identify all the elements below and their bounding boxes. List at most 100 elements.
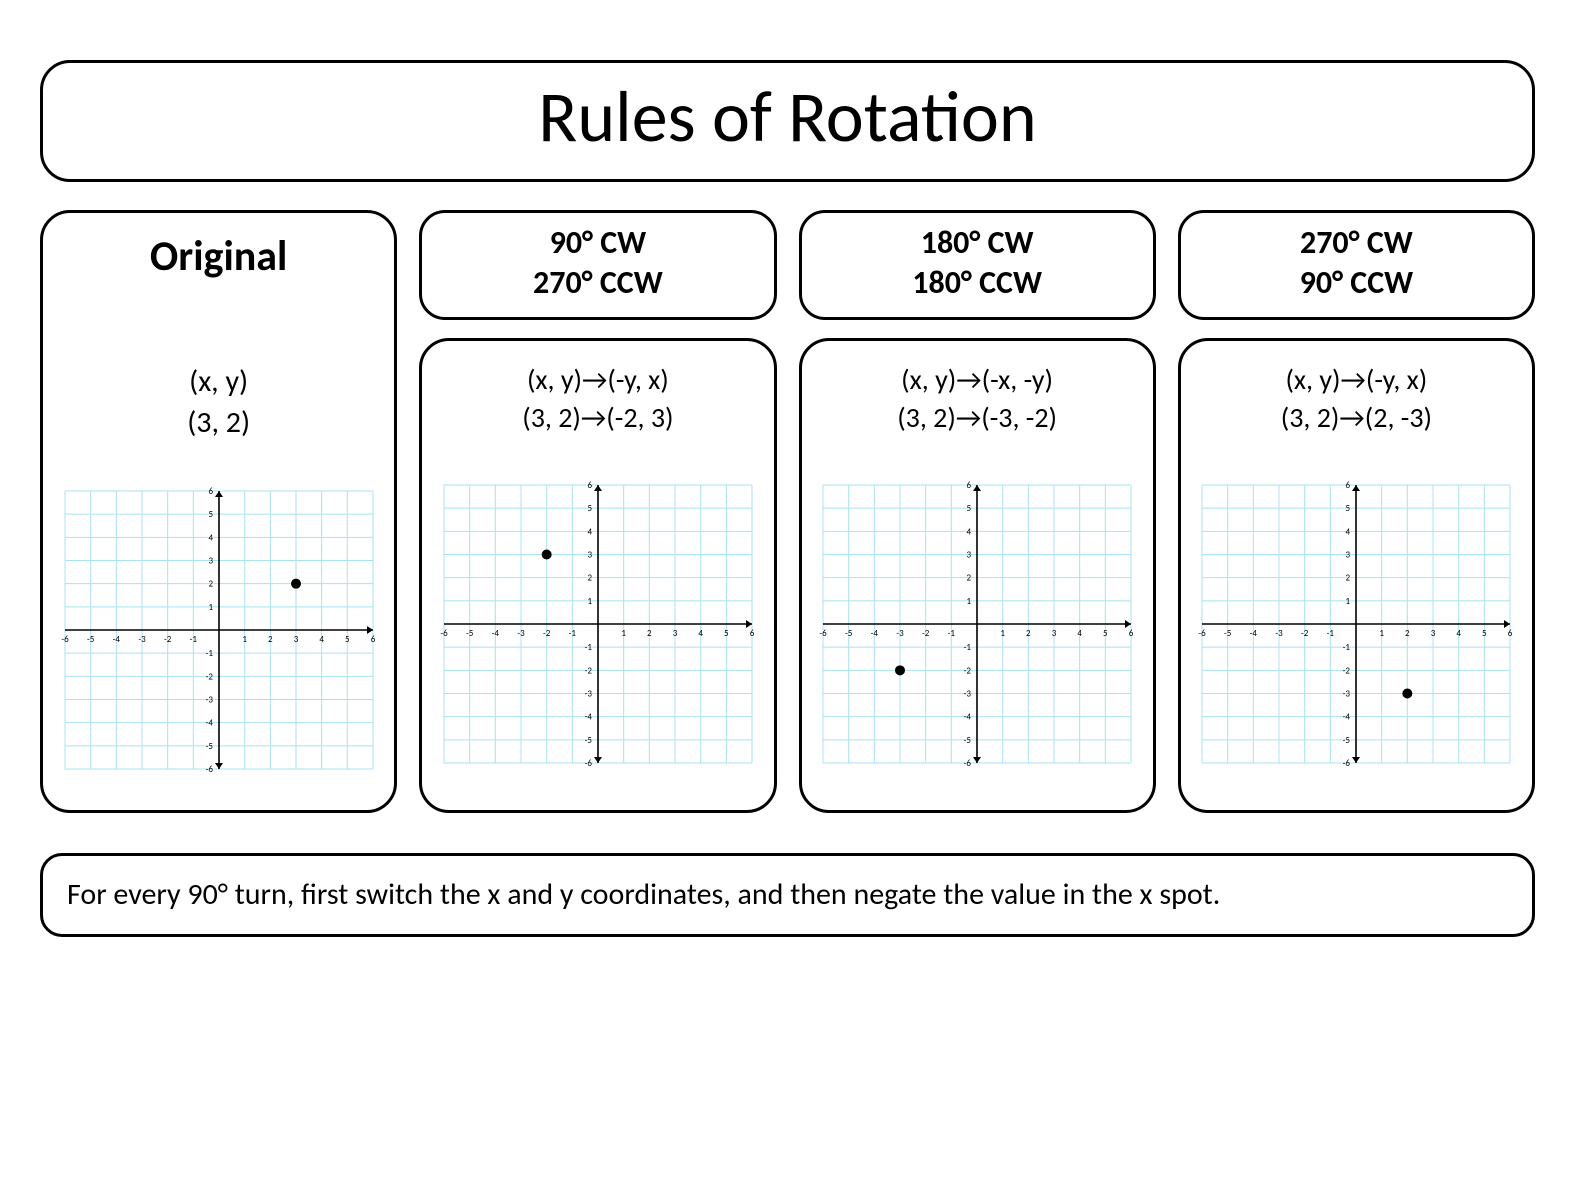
panel-rot90cw: 90° CW270° CCW (x, y)→(-y, x)(3, 2)→(-2,… xyxy=(419,210,776,813)
svg-text:-6: -6 xyxy=(61,634,69,645)
svg-text:6: 6 xyxy=(750,628,755,639)
svg-text:-2: -2 xyxy=(543,628,551,639)
svg-text:3: 3 xyxy=(1346,549,1351,560)
svg-text:6: 6 xyxy=(1346,480,1351,491)
svg-text:6: 6 xyxy=(1129,628,1134,639)
svg-text:-2: -2 xyxy=(585,665,593,676)
svg-text:3: 3 xyxy=(1052,628,1057,639)
svg-text:-1: -1 xyxy=(1343,642,1351,653)
rotation-rule: (x, y)→(-y, x)(3, 2)→(2, -3) xyxy=(1281,361,1432,437)
svg-text:4: 4 xyxy=(319,634,324,645)
svg-text:-5: -5 xyxy=(1343,734,1351,745)
svg-text:1: 1 xyxy=(587,595,592,606)
svg-text:5: 5 xyxy=(345,634,350,645)
svg-text:-5: -5 xyxy=(964,734,972,745)
svg-text:5: 5 xyxy=(1346,503,1351,514)
svg-text:-5: -5 xyxy=(1224,628,1232,639)
svg-text:-5: -5 xyxy=(845,628,853,639)
svg-text:-3: -3 xyxy=(1276,628,1284,639)
svg-text:2: 2 xyxy=(967,572,972,583)
page-title: Rules of Rotation xyxy=(40,60,1535,182)
svg-text:-3: -3 xyxy=(205,695,213,706)
svg-text:-6: -6 xyxy=(205,764,213,775)
rotation-header: 180° CW180° CCW xyxy=(799,210,1156,320)
svg-text:5: 5 xyxy=(967,503,972,514)
svg-text:3: 3 xyxy=(208,556,213,567)
svg-text:-6: -6 xyxy=(1343,758,1351,769)
svg-text:-4: -4 xyxy=(205,718,213,729)
svg-text:2: 2 xyxy=(647,628,652,639)
svg-text:1: 1 xyxy=(1001,628,1006,639)
panel-original: Original (x, y)(3, 2) -6-5-4-3-2-1123456… xyxy=(40,210,397,813)
svg-text:-6: -6 xyxy=(585,758,593,769)
svg-text:-2: -2 xyxy=(205,671,213,682)
svg-text:-3: -3 xyxy=(138,634,146,645)
svg-text:-6: -6 xyxy=(964,758,972,769)
rotation-header: 270° CW90° CCW xyxy=(1178,210,1535,320)
svg-text:4: 4 xyxy=(587,526,592,537)
rotation-rule: (x, y)→(-x, -y)(3, 2)→(-3, -2) xyxy=(897,361,1057,437)
svg-text:2: 2 xyxy=(587,572,592,583)
svg-text:3: 3 xyxy=(967,549,972,560)
svg-text:1: 1 xyxy=(208,602,213,613)
svg-text:-3: -3 xyxy=(1343,688,1351,699)
svg-text:4: 4 xyxy=(208,532,213,543)
svg-text:-4: -4 xyxy=(1343,711,1351,722)
svg-text:2: 2 xyxy=(1346,572,1351,583)
svg-text:-2: -2 xyxy=(164,634,172,645)
svg-text:4: 4 xyxy=(1078,628,1083,639)
svg-text:6: 6 xyxy=(370,634,375,645)
panels-row: Original (x, y)(3, 2) -6-5-4-3-2-1123456… xyxy=(40,210,1535,813)
svg-text:-4: -4 xyxy=(964,711,972,722)
svg-text:2: 2 xyxy=(1026,628,1031,639)
svg-text:3: 3 xyxy=(293,634,298,645)
svg-text:-5: -5 xyxy=(87,634,95,645)
svg-text:6: 6 xyxy=(1508,628,1513,639)
svg-text:1: 1 xyxy=(967,595,972,606)
svg-text:-2: -2 xyxy=(922,628,930,639)
svg-text:-5: -5 xyxy=(205,741,213,752)
svg-text:-1: -1 xyxy=(585,642,593,653)
svg-text:-4: -4 xyxy=(112,634,120,645)
svg-text:-6: -6 xyxy=(440,628,448,639)
rotation-rule: (x, y)→(-y, x)(3, 2)→(-2, 3) xyxy=(522,361,673,437)
svg-text:3: 3 xyxy=(587,549,592,560)
svg-text:-1: -1 xyxy=(569,628,577,639)
svg-text:-4: -4 xyxy=(871,628,879,639)
original-coords: (x, y)(3, 2) xyxy=(187,362,250,443)
graph-original: -6-5-4-3-2-1123456-6-5-4-3-2-1123456 xyxy=(59,485,379,780)
svg-text:2: 2 xyxy=(268,634,273,645)
svg-text:-2: -2 xyxy=(1343,665,1351,676)
svg-text:-4: -4 xyxy=(492,628,500,639)
graph-rot270cw: -6-5-4-3-2-1123456-6-5-4-3-2-1123456 xyxy=(1196,479,1516,774)
svg-text:-5: -5 xyxy=(585,734,593,745)
svg-text:-4: -4 xyxy=(585,711,593,722)
svg-text:1: 1 xyxy=(621,628,626,639)
svg-text:-6: -6 xyxy=(819,628,827,639)
svg-text:5: 5 xyxy=(724,628,729,639)
svg-text:3: 3 xyxy=(1431,628,1436,639)
rotation-body: (x, y)→(-y, x)(3, 2)→(2, -3) -6 -5 -4 -3 -2 -… xyxy=(1178,338,1535,813)
svg-text:-3: -3 xyxy=(964,688,972,699)
svg-text:-6: -6 xyxy=(1199,628,1207,639)
svg-text:5: 5 xyxy=(587,503,592,514)
svg-text:6: 6 xyxy=(587,480,592,491)
svg-text:4: 4 xyxy=(1457,628,1462,639)
svg-text:-2: -2 xyxy=(1301,628,1309,639)
svg-text:4: 4 xyxy=(967,526,972,537)
svg-text:4: 4 xyxy=(1346,526,1351,537)
original-box: Original (x, y)(3, 2) -6-5-4-3-2-1123456… xyxy=(40,210,397,813)
svg-text:-1: -1 xyxy=(205,648,213,659)
svg-text:6: 6 xyxy=(208,486,213,497)
svg-text:-2: -2 xyxy=(964,665,972,676)
svg-text:-1: -1 xyxy=(948,628,956,639)
svg-text:-3: -3 xyxy=(896,628,904,639)
svg-text:4: 4 xyxy=(698,628,703,639)
svg-text:-1: -1 xyxy=(189,634,197,645)
panel-rot180: 180° CW180° CCW (x, y)→(-x, -y)(3, 2)→(-… xyxy=(799,210,1156,813)
svg-text:2: 2 xyxy=(208,579,213,590)
svg-text:5: 5 xyxy=(208,509,213,520)
graph-rot180: -6-5-4-3-2-1123456-6-5-4-3-2-1123456 xyxy=(817,479,1137,774)
footer-note: For every 90° turn, first switch the x a… xyxy=(40,853,1535,937)
svg-text:-3: -3 xyxy=(517,628,525,639)
